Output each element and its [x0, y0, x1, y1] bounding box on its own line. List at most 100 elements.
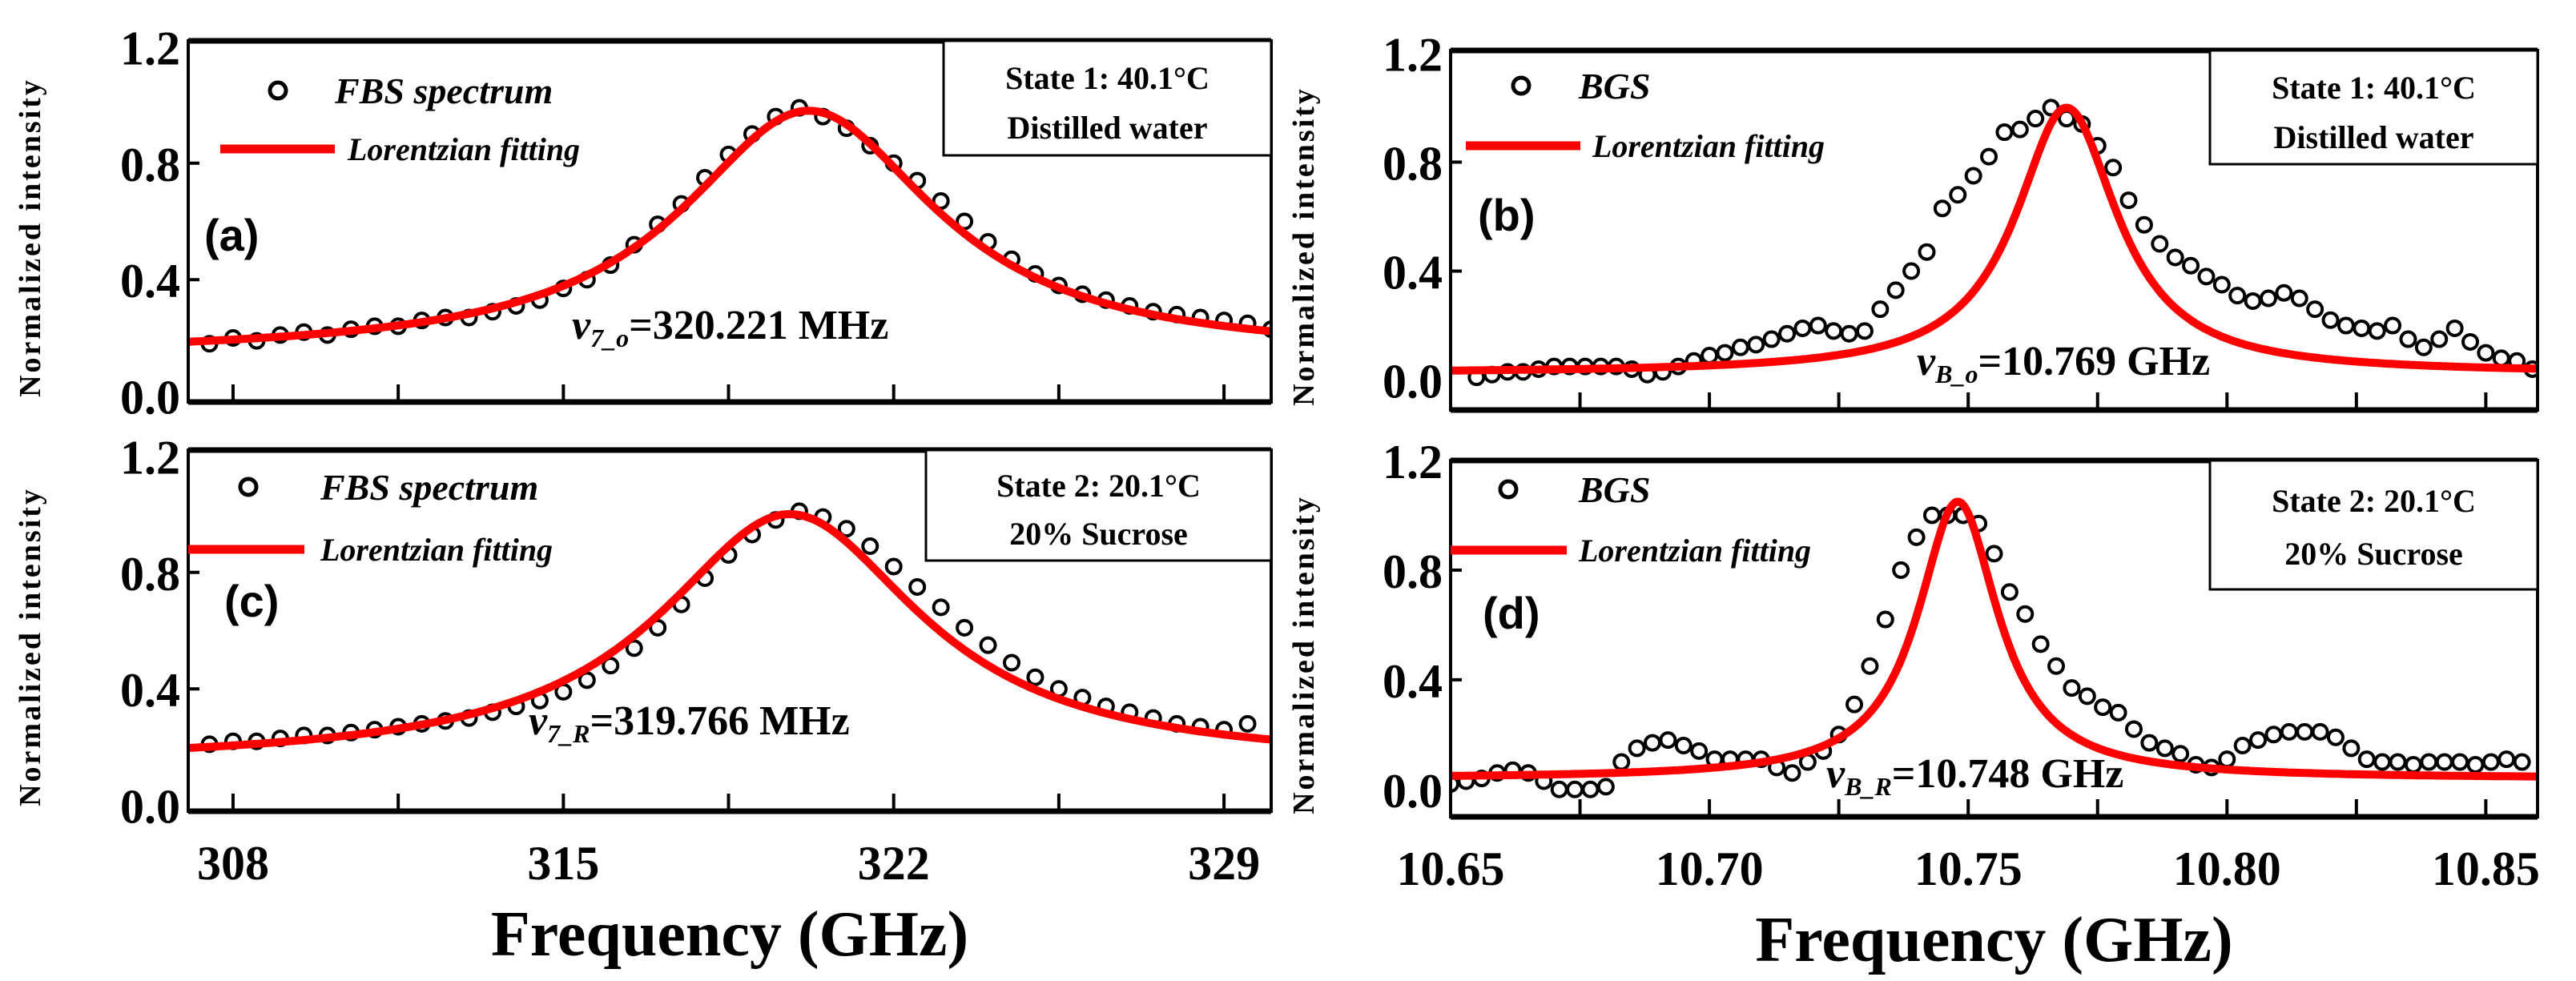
- x-tick-label: 10.75: [1914, 842, 2023, 895]
- data-point: [2389, 753, 2407, 771]
- y-tick-label: 1.2: [1383, 436, 1443, 488]
- plot-area: [1451, 99, 2538, 387]
- data-point: [2311, 722, 2329, 741]
- data-point: [1659, 731, 1677, 750]
- y-axis-title: Normalized intensity: [1287, 495, 1321, 814]
- data-point: [2481, 753, 2500, 771]
- data-point: [2445, 319, 2464, 337]
- data-point: [2155, 739, 2174, 758]
- data-point: [1793, 319, 1812, 337]
- data-point: [2000, 583, 2019, 601]
- data-point: [1747, 336, 1765, 354]
- data-point: [1596, 778, 1615, 796]
- state-box: [942, 39, 1273, 157]
- data-point: [1845, 695, 1864, 714]
- lorentzian-fit-line: [1451, 103, 2538, 375]
- data-point: [2182, 256, 2200, 275]
- data-point: [1995, 123, 2014, 142]
- data-point: [2016, 605, 2035, 623]
- data-point: [2404, 755, 2422, 774]
- y-tick-label: 0.4: [120, 255, 180, 308]
- data-point: [1871, 300, 1890, 319]
- panel-label: (c): [224, 576, 279, 626]
- data-point: [2451, 753, 2469, 771]
- data-point: [2466, 755, 2485, 774]
- state-box: [2208, 459, 2539, 591]
- data-point: [2047, 657, 2066, 675]
- data-point: [2275, 283, 2293, 302]
- x-tick-label: 10.85: [2432, 842, 2540, 895]
- data-point: [2420, 753, 2438, 771]
- x-tick-label: 322: [858, 837, 930, 890]
- data-point: [2430, 330, 2449, 348]
- data-point: [2218, 750, 2236, 769]
- data-point: [2373, 753, 2392, 771]
- data-point: [1628, 739, 1646, 758]
- data-point: [1980, 147, 1998, 166]
- y-tick-label: 0.4: [1383, 655, 1443, 708]
- y-tick-label: 0.8: [1383, 545, 1443, 598]
- data-point: [1701, 346, 1719, 364]
- data-point: [956, 618, 974, 637]
- y-axis-title: Normalized intensity: [14, 487, 47, 806]
- plot-area: [188, 502, 1271, 754]
- data-point: [2321, 311, 2340, 329]
- data-point: [2031, 635, 2050, 653]
- data-point: [1861, 657, 1879, 675]
- data-point: [861, 537, 879, 556]
- peak-frequency-value: =319.766 MHz: [590, 698, 849, 744]
- panel-label: (d): [1483, 588, 1540, 638]
- data-point: [2399, 330, 2417, 348]
- panel-d: 10.65 10.70 10.75 10.80 10.85 0.0 0.4 0.8 1.2 Nor…: [1287, 436, 2540, 975]
- legend-scatter-label: FBS spectrum: [334, 70, 553, 111]
- data-point: [2296, 722, 2314, 741]
- data-point: [1716, 344, 1734, 362]
- nu-symbol: ν: [529, 698, 548, 744]
- peak-frequency-value: =10.769 GHz: [1978, 339, 2210, 384]
- data-point: [625, 639, 643, 657]
- data-point: [2104, 159, 2123, 177]
- data-point: [2342, 739, 2361, 758]
- state-sample: 20% Sucrose: [2284, 536, 2463, 572]
- x-tick-label: 10.65: [1397, 842, 1505, 895]
- panel-label: (b): [1478, 190, 1536, 240]
- peak-frequency-value: =320.221 MHz: [629, 303, 888, 348]
- legend-line-label: Lorentzian fitting: [320, 532, 553, 568]
- state-condition: State 1: 40.1°C: [2272, 70, 2476, 106]
- data-point: [1933, 199, 1951, 218]
- lorentzian-fit-line: [188, 510, 1271, 752]
- data-point: [1922, 506, 1941, 525]
- data-point: [1581, 780, 1600, 798]
- y-tick-label: 1.2: [120, 22, 180, 74]
- data-point: [1840, 324, 1858, 343]
- data-point: [2264, 726, 2283, 744]
- nu-subscript: 7_R: [547, 719, 590, 748]
- data-point: [2461, 332, 2479, 351]
- state-sample: Distilled water: [2274, 119, 2474, 155]
- data-point: [979, 636, 997, 654]
- data-point: [2280, 722, 2298, 741]
- data-point: [2513, 753, 2531, 771]
- data-point: [2197, 267, 2216, 286]
- peak-frequency-annotation: ν7_R=319.766 MHz: [529, 698, 850, 748]
- data-point: [2306, 300, 2324, 319]
- plot-area: [188, 99, 1271, 353]
- nu-subscript: B_o: [1934, 360, 1978, 388]
- x-tick-label: 10.80: [2173, 842, 2281, 895]
- y-tick-label: 0.0: [1383, 356, 1443, 408]
- data-point: [1550, 780, 1568, 798]
- data-point: [932, 598, 950, 617]
- y-axis-title: Normalized intensity: [14, 78, 47, 397]
- nu-symbol: ν: [1826, 751, 1845, 797]
- data-point: [2212, 275, 2231, 294]
- peak-frequency-annotation: νB_o=10.769 GHz: [1917, 339, 2210, 388]
- x-axis-title: Frequency (GHz): [1755, 905, 2232, 975]
- data-point: [1949, 186, 1967, 204]
- data-point: [1238, 714, 1257, 733]
- y-tick-label: 0.4: [1383, 247, 1443, 300]
- data-point: [602, 657, 620, 675]
- legend-marker-icon: [238, 476, 259, 497]
- legend-scatter-label: BGS: [1578, 469, 1650, 510]
- data-point: [2435, 753, 2453, 771]
